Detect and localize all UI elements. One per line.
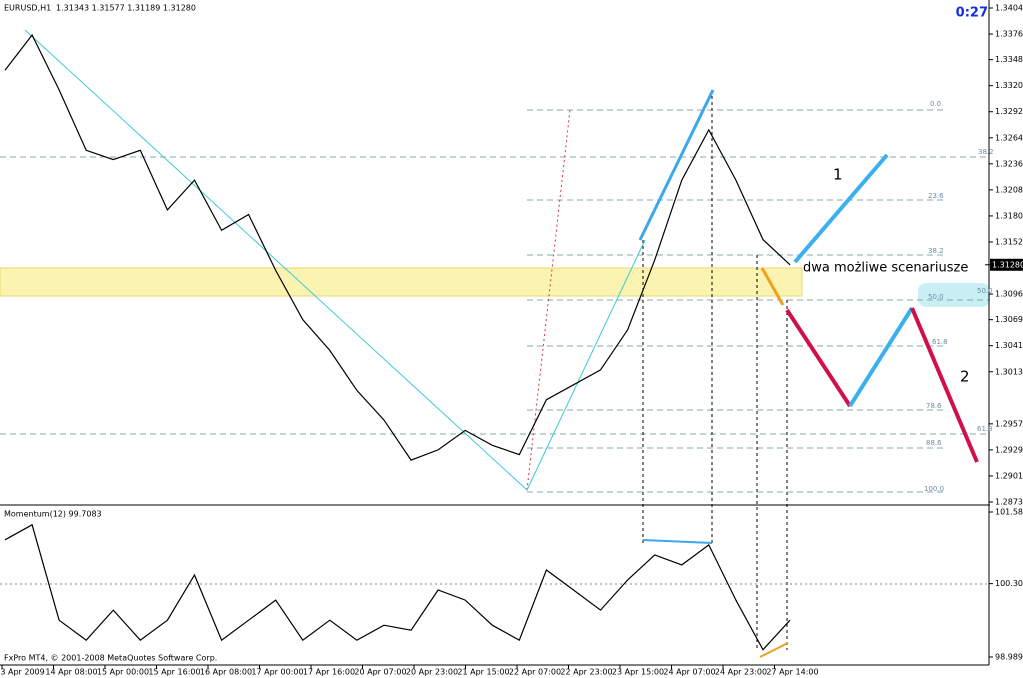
current-price-box [990, 258, 1023, 271]
y-tick-label: 1.32085 [995, 185, 1023, 194]
scenario-label: 2 [960, 368, 970, 386]
x-tick-label: 13 Apr 2009 [0, 668, 45, 677]
fib-label: 50.0 [977, 287, 993, 295]
y-tick-label: 1.28730 [995, 498, 1023, 507]
x-tick-label: 24 Apr 23:00 [715, 668, 767, 677]
impulse-line [638, 89, 715, 241]
y-tick-label: 1.32365 [995, 159, 1023, 168]
fib-label: 0.0 [930, 100, 941, 108]
fib-label: 88.6 [926, 439, 942, 447]
caption: dwa możliwe scenariusze [803, 261, 968, 276]
x-tick-label: 27 Apr 14:00 [766, 668, 818, 677]
y-tick-label: 1.32925 [995, 107, 1023, 116]
y-tick-label: 101.5890 [995, 508, 1023, 517]
fib-lines [0, 109, 990, 493]
y-tick-label: 1.29290 [995, 445, 1023, 454]
price-line [4, 523, 791, 651]
scenario-2-up [848, 306, 914, 408]
x-tick-label: 20 Apr 07:00 [354, 668, 406, 677]
price-line [4, 33, 791, 461]
fib-label: 23.6 [928, 192, 944, 200]
scenario-1 [793, 153, 889, 264]
x-tick-label: 17 Apr 16:00 [303, 668, 355, 677]
x-tick-label: 20 Apr 23:00 [406, 668, 458, 677]
y-tick-label: 98.9897 [995, 653, 1023, 662]
fib-label: 38.2 [928, 247, 944, 255]
scenario-label: 1 [833, 166, 843, 184]
fib-label: 61.8 [977, 425, 993, 433]
x-tick-label: 22 Apr 07:00 [509, 668, 561, 677]
y-tick-label: 1.34040 [995, 4, 1023, 13]
indicator-title: Momentum(12) 99.7083 [4, 510, 102, 519]
fib-baseline [526, 109, 571, 491]
fib-label: 50.0 [928, 293, 944, 301]
x-tick-label: 21 Apr 15:00 [457, 668, 509, 677]
footer: FxPro MT4, © 2001-2008 MetaQuotes Softwa… [4, 654, 217, 663]
x-tick-label: 22 Apr 23:00 [560, 668, 612, 677]
ohlc: 1.31343 1.31577 1.31189 1.31280 [56, 4, 196, 13]
y-tick-label: 1.30130 [995, 367, 1023, 376]
y-tick-label: 1.33485 [995, 55, 1023, 64]
fib-label: 38.2 [978, 148, 994, 156]
y-tick-label: 1.31805 [995, 211, 1023, 220]
y-tick-label: 1.29570 [995, 419, 1023, 428]
y-tick-label: 1.30690 [995, 315, 1023, 324]
pullback-line [760, 267, 785, 306]
fib-50-highlight [918, 283, 990, 307]
x-tick-label: 16 Apr 08:00 [200, 668, 252, 677]
y-tick-label: 1.32645 [995, 133, 1023, 142]
support-zone [0, 267, 803, 297]
x-tick-label: 14 Apr 08:00 [45, 668, 97, 677]
x-tick-label: 23 Apr 15:00 [612, 668, 664, 677]
x-tick-label: 15 Apr 16:00 [148, 668, 200, 677]
symbol: EURUSD,H1 [4, 4, 51, 13]
momentum-low-line [759, 642, 789, 658]
current-price-label: 1.31280 [992, 260, 1023, 269]
bar-timer: 0:27 [956, 6, 988, 21]
scenario-2-down [785, 308, 852, 408]
y-tick-label: 1.31525 [995, 237, 1023, 246]
x-tick-label: 17 Apr 00:00 [251, 668, 303, 677]
fib-label: 78.6 [926, 402, 942, 410]
fib-label: 61.8 [932, 338, 948, 346]
y-tick-label: 100.3048 [995, 579, 1023, 588]
y-tick-label: 1.29010 [995, 471, 1023, 480]
y-tick-label: 1.33760 [995, 30, 1023, 39]
x-tick-label: 24 Apr 07:00 [663, 668, 715, 677]
x-tick-label: 15 Apr 00:00 [97, 668, 149, 677]
y-tick-label: 1.30410 [995, 341, 1023, 350]
y-tick-label: 1.33205 [995, 81, 1023, 90]
momentum-high-line [642, 539, 713, 544]
y-tick-label: 1.30965 [995, 290, 1023, 299]
scenario-2-drop [910, 307, 979, 463]
fib-label: 100.0 [924, 485, 944, 493]
